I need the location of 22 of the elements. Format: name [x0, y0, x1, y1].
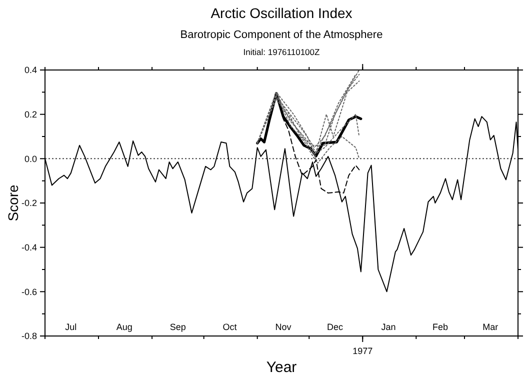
y-tick-label: -0.2 [21, 198, 37, 208]
y-tick-label: -0.4 [21, 242, 37, 252]
x-tick-label: Jan [381, 322, 396, 332]
y-tick-label: 0.4 [24, 65, 37, 76]
x-tick-label: Dec [327, 322, 344, 332]
x-axis-title: Year [266, 359, 297, 376]
text: 1977 [352, 346, 373, 356]
x-tick-label: Aug [116, 322, 132, 332]
x-tick-label: Feb [432, 322, 448, 332]
x-tick-label: Oct [222, 322, 238, 332]
y-axis-title: Score [5, 184, 21, 222]
x-tick-label: Jul [65, 322, 77, 332]
x-tick-label: Mar [482, 322, 498, 332]
chart-title: Arctic Oscillation Index [210, 5, 352, 21]
x-tick-label: Sep [170, 322, 186, 332]
x-tick-label: Nov [275, 322, 292, 332]
text: Initial: 1976110100Z [243, 47, 320, 57]
y-tick-label: 0.2 [24, 109, 37, 120]
y-tick-label: -0.6 [21, 286, 37, 297]
chart-subtitle: Barotropic Component of the Atmosphere [180, 29, 383, 41]
y-tick-label: -0.8 [21, 331, 37, 342]
y-tick-label: 0.0 [24, 154, 37, 164]
